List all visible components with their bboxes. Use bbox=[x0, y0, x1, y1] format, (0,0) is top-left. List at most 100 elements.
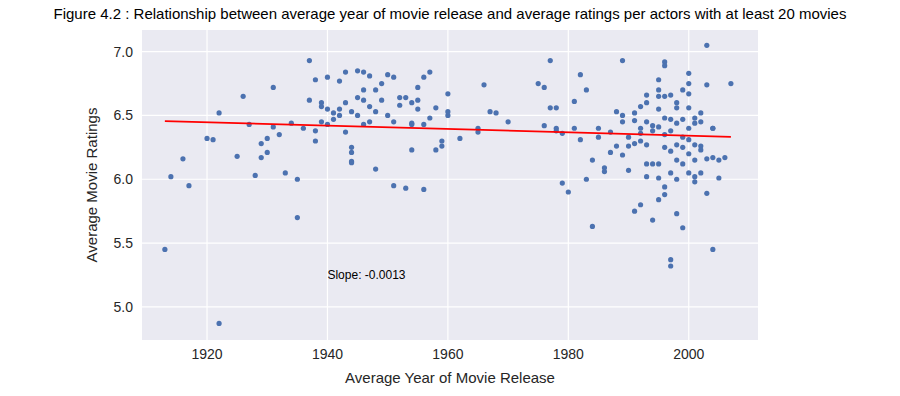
point bbox=[548, 105, 553, 110]
point bbox=[638, 126, 643, 131]
point bbox=[656, 87, 661, 92]
point bbox=[343, 69, 348, 74]
point bbox=[686, 105, 691, 110]
point bbox=[680, 87, 685, 92]
point bbox=[343, 129, 348, 134]
point bbox=[716, 175, 721, 180]
point bbox=[361, 69, 366, 74]
point bbox=[656, 106, 661, 111]
point bbox=[656, 197, 661, 202]
point bbox=[397, 103, 402, 108]
point bbox=[674, 105, 679, 110]
point bbox=[656, 77, 661, 82]
point bbox=[403, 186, 408, 191]
point bbox=[656, 161, 661, 166]
point bbox=[445, 91, 450, 96]
point bbox=[337, 78, 342, 83]
point bbox=[421, 122, 426, 127]
point bbox=[349, 109, 354, 114]
y-tick-label: 7.0 bbox=[114, 44, 134, 60]
point bbox=[403, 95, 408, 100]
point bbox=[397, 95, 402, 100]
point bbox=[680, 145, 685, 150]
point bbox=[367, 104, 372, 109]
point bbox=[662, 115, 667, 120]
point bbox=[692, 179, 697, 184]
point bbox=[686, 126, 691, 131]
point bbox=[644, 100, 649, 105]
point bbox=[307, 98, 312, 103]
point bbox=[355, 68, 360, 73]
point bbox=[566, 189, 571, 194]
point bbox=[620, 58, 625, 63]
point bbox=[301, 126, 306, 131]
point bbox=[313, 77, 318, 82]
point bbox=[620, 152, 625, 157]
point bbox=[644, 161, 649, 166]
point bbox=[644, 174, 649, 179]
point bbox=[481, 82, 486, 87]
point bbox=[277, 132, 282, 137]
point bbox=[427, 115, 432, 120]
y-tick-label: 5.0 bbox=[114, 299, 134, 315]
point bbox=[385, 72, 390, 77]
point bbox=[367, 119, 372, 124]
point bbox=[686, 71, 691, 76]
grid-line bbox=[447, 30, 448, 340]
point bbox=[638, 138, 643, 143]
point bbox=[704, 43, 709, 48]
point bbox=[686, 81, 691, 86]
point bbox=[331, 110, 336, 115]
point bbox=[650, 217, 655, 222]
x-tick-label: 1960 bbox=[432, 346, 463, 362]
point bbox=[686, 91, 691, 96]
point bbox=[710, 126, 715, 131]
point bbox=[168, 174, 173, 179]
point bbox=[716, 158, 721, 163]
point bbox=[632, 110, 637, 115]
point bbox=[445, 109, 450, 114]
fit-line bbox=[165, 121, 731, 137]
chart: Figure 4.2 : Relationship between averag… bbox=[0, 0, 900, 396]
point bbox=[180, 156, 185, 161]
point bbox=[662, 63, 667, 68]
point bbox=[578, 72, 583, 77]
point bbox=[680, 161, 685, 166]
point bbox=[644, 142, 649, 147]
point bbox=[674, 121, 679, 126]
y-tick-label: 6.5 bbox=[114, 107, 134, 123]
point bbox=[487, 109, 492, 114]
point bbox=[506, 119, 511, 124]
point bbox=[614, 109, 619, 114]
point bbox=[620, 119, 625, 124]
point bbox=[355, 95, 360, 100]
point bbox=[662, 94, 667, 99]
point bbox=[608, 150, 613, 155]
grid-line bbox=[142, 51, 758, 52]
point bbox=[271, 85, 276, 90]
point bbox=[373, 87, 378, 92]
point bbox=[662, 145, 667, 150]
point bbox=[385, 113, 390, 118]
point bbox=[704, 191, 709, 196]
point bbox=[373, 166, 378, 171]
grid-line bbox=[142, 179, 758, 180]
point bbox=[674, 100, 679, 105]
point bbox=[307, 58, 312, 63]
point bbox=[204, 136, 209, 141]
point bbox=[698, 147, 703, 152]
point bbox=[415, 106, 420, 111]
point bbox=[650, 123, 655, 128]
point bbox=[662, 184, 667, 189]
point bbox=[656, 124, 661, 129]
point bbox=[295, 177, 300, 182]
point bbox=[632, 118, 637, 123]
point bbox=[668, 170, 673, 175]
point bbox=[343, 100, 348, 105]
point bbox=[674, 158, 679, 163]
point bbox=[686, 137, 691, 142]
point bbox=[698, 110, 703, 115]
point bbox=[686, 151, 691, 156]
point bbox=[578, 137, 583, 142]
point bbox=[379, 98, 384, 103]
